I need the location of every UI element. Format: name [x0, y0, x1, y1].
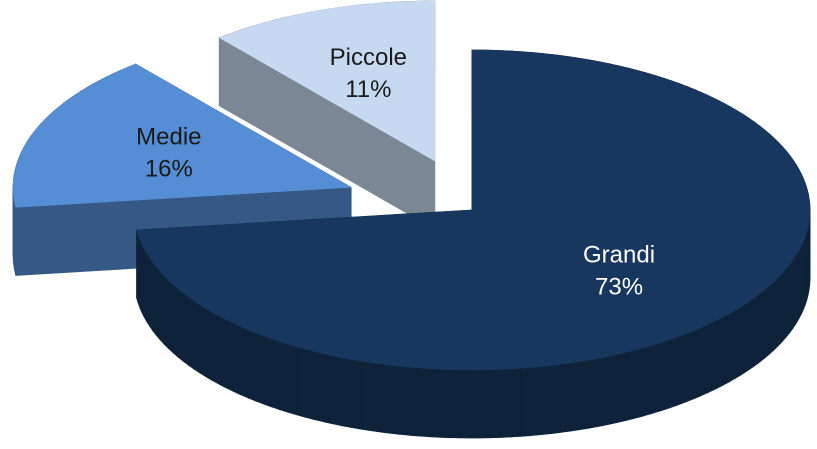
- slice-side: [287, 343, 297, 416]
- slice-side: [322, 353, 333, 425]
- slice-side: [758, 289, 765, 364]
- slice-side: [360, 360, 371, 432]
- slice: [218, 0, 435, 162]
- slice-side: [773, 276, 779, 352]
- slice-side: [389, 364, 400, 435]
- slice-side: [569, 361, 580, 432]
- slice-side: [419, 367, 430, 438]
- slice-side: [149, 256, 154, 332]
- slice-side: [247, 329, 256, 402]
- slice-side: [168, 279, 174, 354]
- slice-side: [520, 367, 531, 437]
- slice-side: [172, 283, 179, 358]
- slice-side: [598, 356, 609, 427]
- slice-side: [530, 366, 541, 437]
- slice-side: [439, 368, 451, 439]
- slice-side: [579, 359, 590, 431]
- slice-side: [369, 362, 381, 433]
- slice-side: [499, 368, 511, 438]
- slice-label: Grandi: [583, 242, 655, 269]
- slice-side: [643, 344, 653, 417]
- slice-side: [199, 304, 207, 378]
- slice-side: [479, 369, 491, 439]
- slice-side: [549, 364, 561, 435]
- slice-side: [747, 297, 754, 372]
- slice-side: [152, 261, 157, 337]
- slice-side: [752, 293, 760, 368]
- slice-label: Piccole: [330, 44, 407, 71]
- slice-side: [331, 355, 343, 427]
- slice-side: [721, 313, 730, 387]
- slice-side: [652, 342, 662, 414]
- slice-side: [692, 327, 702, 400]
- slice-side: [728, 309, 736, 383]
- slice-side: [218, 315, 227, 389]
- slice-side: [685, 330, 694, 403]
- slice-side: [270, 338, 280, 411]
- slice-side: [707, 320, 716, 394]
- slice-side: [509, 367, 521, 438]
- slice-value-label: 11%: [345, 76, 391, 103]
- slice-side: [449, 369, 461, 439]
- slice-side: [350, 358, 361, 430]
- slice-side: [792, 254, 797, 330]
- slice-side: [539, 365, 551, 436]
- slice-side: [304, 348, 315, 421]
- slice-side: [212, 311, 220, 385]
- slice-side: [155, 266, 161, 341]
- slice-side: [182, 292, 189, 366]
- slice-label: Medie: [136, 124, 201, 151]
- slice-side: [205, 308, 213, 382]
- slice-side: [188, 296, 195, 370]
- slice-side: [14, 202, 17, 276]
- slice-side: [177, 288, 184, 362]
- slice-side: [232, 322, 241, 396]
- slice-side: [399, 365, 410, 436]
- slice-side: [163, 275, 169, 350]
- slice-side: [193, 300, 201, 374]
- slice-side: [677, 333, 686, 406]
- slice-side: [459, 369, 471, 439]
- slice: [136, 49, 811, 371]
- slice-side: [795, 249, 800, 325]
- slice-side: [379, 363, 391, 434]
- slice-side: [668, 336, 678, 409]
- slice-side: [588, 357, 599, 429]
- slice-value-label: 16%: [145, 156, 193, 183]
- slice-side: [239, 325, 249, 399]
- slice-side: [489, 369, 501, 439]
- slice-side: [254, 332, 264, 405]
- slice-side: [768, 281, 775, 356]
- slice-value-label: 73%: [595, 274, 643, 301]
- slice-side: [616, 351, 627, 424]
- slice-side: [559, 362, 571, 433]
- slice-side: [625, 349, 636, 421]
- slice-side: [341, 357, 352, 428]
- slice-side: [714, 316, 723, 390]
- slice-side: [159, 270, 165, 346]
- slice: [12, 63, 352, 208]
- slice-side: [734, 305, 742, 380]
- slice-side: [660, 339, 670, 412]
- slice-side: [469, 369, 481, 439]
- slice-side: [741, 301, 748, 376]
- slice-side: [634, 347, 645, 419]
- slice-side: [785, 263, 791, 339]
- slice-side: [700, 323, 709, 397]
- slice-side: [409, 366, 420, 437]
- slice-side: [262, 335, 272, 408]
- slice-side: [279, 340, 289, 413]
- slice-side: [429, 368, 440, 438]
- slice-side: [777, 272, 783, 347]
- slice-side: [607, 354, 618, 426]
- slice-side: [296, 346, 306, 418]
- slice-side: [225, 319, 234, 392]
- slice-side: [781, 267, 787, 343]
- slice-side: [763, 285, 770, 360]
- slice-side: [146, 252, 151, 328]
- slice-side: [313, 350, 324, 423]
- slice-side: [789, 258, 794, 334]
